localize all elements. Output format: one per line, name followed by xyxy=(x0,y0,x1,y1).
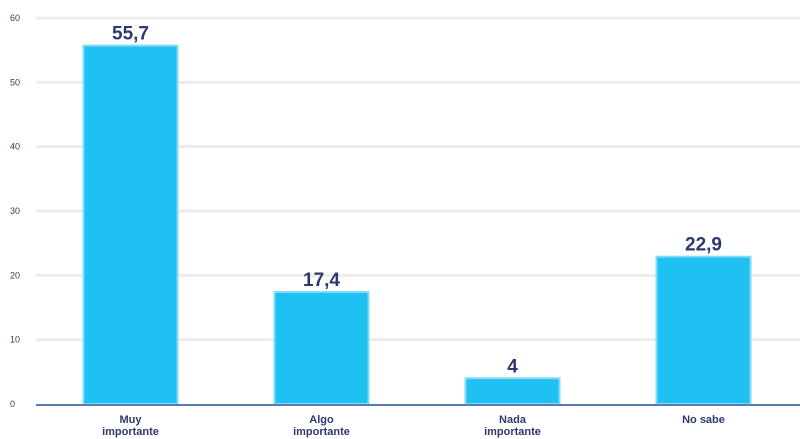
y-tick-label: 40 xyxy=(10,142,20,152)
category-label: Muy xyxy=(120,414,143,426)
y-axis-ticks: 0 10 20 30 40 50 60 xyxy=(10,13,20,409)
category-label: Algo xyxy=(309,414,334,426)
data-label: 4 xyxy=(507,356,518,377)
bar xyxy=(655,255,752,405)
category-label: importante xyxy=(484,426,541,438)
y-tick-label: 30 xyxy=(10,206,20,216)
bar xyxy=(273,291,370,405)
data-label: 17,4 xyxy=(303,270,340,291)
category-label: No sabe xyxy=(682,414,725,426)
y-tick-label: 60 xyxy=(10,13,20,23)
bar xyxy=(464,377,561,405)
y-tick-label: 20 xyxy=(10,270,20,280)
data-label: 22,9 xyxy=(685,235,722,256)
x-axis-category-labels: MuyimportanteAlgoimportanteNadaimportant… xyxy=(102,414,725,438)
bar xyxy=(82,44,179,406)
data-label: 55,7 xyxy=(112,24,149,45)
category-label: importante xyxy=(102,426,159,438)
data-labels: 55,7 17,4 4 22,9 xyxy=(112,24,722,378)
category-label: importante xyxy=(293,426,350,438)
y-tick-label: 0 xyxy=(10,399,15,409)
category-label: Nada xyxy=(499,414,527,426)
y-tick-label: 50 xyxy=(10,77,20,87)
bars xyxy=(82,44,752,406)
y-tick-label: 10 xyxy=(10,335,20,345)
